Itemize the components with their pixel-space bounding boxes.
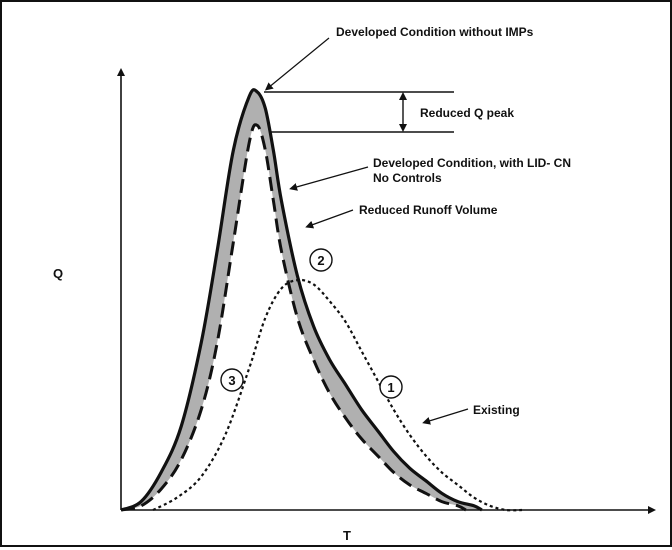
annotation-reduced-runoff-volume: Reduced Runoff Volume (359, 203, 498, 217)
annotation-existing: Existing (473, 403, 520, 417)
marker-3-label: 3 (228, 373, 235, 388)
annotation-reduced-q-peak: Reduced Q peak (420, 106, 514, 120)
annotation-leader-lid (289, 166, 369, 191)
annotation-developed-without-imps: Developed Condition without IMPs (336, 25, 534, 39)
marker-1: 1 (379, 375, 403, 399)
series-line-developed-without-imps (120, 88, 483, 512)
annotation-leader-runoff (305, 209, 354, 229)
marker-1-label: 1 (387, 380, 394, 395)
annotation-leader-existing (422, 408, 469, 425)
annotation-leader-peak (264, 37, 330, 91)
marker-2: 2 (309, 248, 333, 272)
reduced-runoff-volume-shading (121, 89, 482, 510)
series-line-existing (152, 278, 523, 512)
annotation-developed-with-lid-line2: No Controls (373, 171, 442, 185)
marker-2-label: 2 (317, 253, 324, 268)
y-axis-label: Q (53, 266, 63, 281)
marker-3: 3 (220, 368, 244, 392)
series-line-developed-with-lid (120, 123, 467, 512)
x-axis-label: T (343, 528, 351, 543)
annotation-developed-with-lid-line1: Developed Condition, with LID- CN (373, 156, 571, 170)
